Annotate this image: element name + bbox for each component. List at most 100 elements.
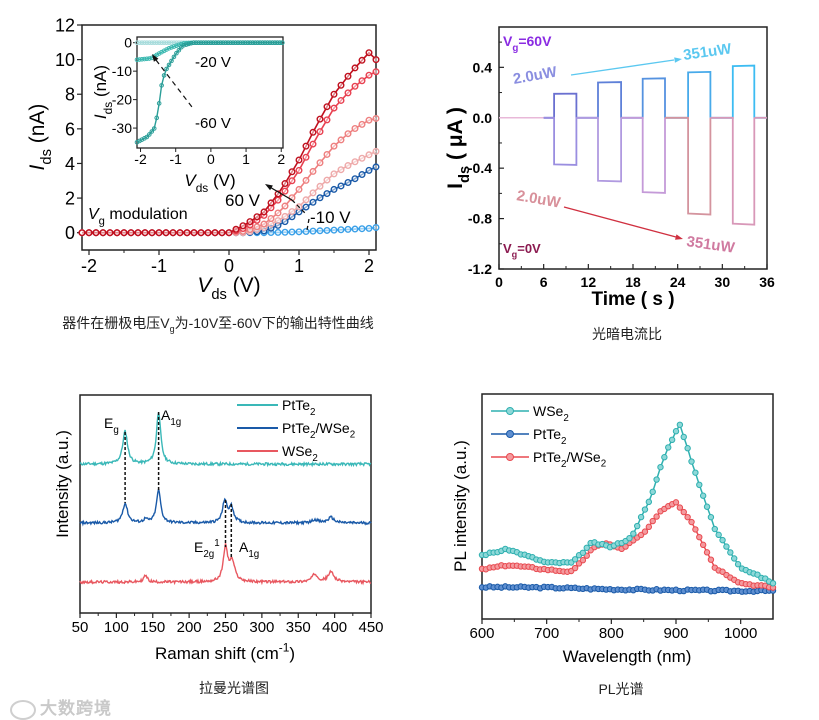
inset-data-point: [154, 115, 160, 121]
data-point-5: [155, 229, 163, 237]
plot-frame: [481, 393, 774, 620]
annotation-vg0-part: V: [503, 241, 512, 256]
data-point-5: [134, 229, 142, 237]
data-point-2: [309, 189, 317, 197]
inset-data-point: [201, 40, 206, 45]
data-point-5: [232, 225, 240, 233]
y-tick-label: -1.2: [468, 261, 492, 277]
inset-data-point: [169, 40, 174, 45]
annotation-eg-part: g: [113, 425, 118, 436]
pulse-0-3: [665, 70, 712, 119]
inset-data-point: [134, 40, 140, 45]
inset-x-axis-label: Vds (V): [184, 171, 235, 195]
data-point-5: [288, 168, 296, 176]
data-point-2: [358, 154, 366, 162]
pl-data-point-2: [703, 549, 711, 556]
data-point-2: [330, 170, 338, 178]
annotation-vg0-part: =0V: [517, 241, 541, 256]
x-tick-label: 0: [495, 274, 503, 290]
data-point-3: [309, 167, 317, 175]
pulse-1-2: [621, 116, 666, 194]
inset-data-point: [198, 40, 204, 45]
inset-data-point: [151, 126, 157, 131]
data-point-1: [302, 203, 310, 211]
inset-data-point: [161, 73, 167, 78]
annotation-e2g-part: 2g: [203, 549, 214, 560]
inset-data-point: [161, 40, 167, 45]
data-point-0: [295, 228, 303, 236]
inset-data-point: [277, 40, 283, 45]
inset-data-point: [257, 40, 263, 45]
x-tick-label: 36: [759, 274, 775, 290]
inset-data-point: [147, 40, 152, 45]
data-point-4: [344, 89, 352, 97]
y-tick-label: 8: [65, 85, 75, 105]
pl-data-point-0: [645, 498, 653, 506]
data-point-1: [351, 175, 359, 183]
pl-data-point-2: [684, 513, 691, 521]
inset-x-axis-label-part: V: [184, 171, 197, 190]
data-point-5: [99, 229, 107, 237]
inset-data-point: [206, 40, 211, 45]
x-tick-label: 800: [599, 625, 624, 642]
inset-data-point: [183, 42, 189, 47]
y-axis-label-part: (nA): [26, 104, 49, 150]
legend-label-0-part: 2: [563, 413, 568, 424]
pl-data-point-0: [641, 506, 649, 513]
data-point-4: [337, 96, 345, 104]
data-point-5: [316, 115, 324, 123]
inset-data-point: [166, 62, 172, 68]
y-axis-label: Intensity (a.u.): [53, 430, 72, 538]
pl-data-point-0: [707, 513, 715, 521]
data-point-3: [330, 142, 338, 150]
data-point-3: [281, 202, 289, 210]
pl-data-point-0: [715, 531, 722, 539]
inset-data-point: [228, 40, 233, 45]
data-point-5: [197, 229, 205, 237]
data-point-0: [288, 228, 296, 236]
inset-data-point: [196, 40, 201, 45]
inset-data-point: [233, 40, 238, 45]
watermark-text: 大数跨境: [40, 699, 112, 718]
inset-data-point: [279, 40, 285, 45]
inset-x-tick-label: -1: [169, 151, 182, 167]
inset-dashed-arrow: [155, 59, 193, 108]
inset-data-point: [139, 56, 145, 62]
inset-x-tick-label: 0: [207, 151, 215, 167]
pl-data-point-2: [696, 533, 703, 541]
inset-y-tick-label: -20: [112, 92, 132, 108]
plot-frame: [498, 26, 768, 270]
data-point-5: [78, 229, 86, 237]
data-point-3: [351, 124, 359, 132]
inset-data-point: [174, 50, 179, 56]
inset-data-point: [166, 40, 172, 45]
pl-data-point-0: [649, 488, 656, 496]
inset-data-point: [238, 40, 243, 45]
inset-data-point: [159, 83, 164, 88]
annotation-a1g-top-part: A: [161, 407, 171, 423]
pl-data-point-2: [645, 523, 653, 531]
inset-y-tick-label: -10: [112, 63, 132, 79]
data-point-0: [344, 225, 352, 233]
y-axis-label-part: ( μA ): [444, 107, 467, 166]
inset-data-point: [272, 40, 278, 45]
pulse-1-1: [576, 116, 622, 183]
legend-label-2-part: 2: [561, 459, 566, 470]
x-tick-label: 450: [358, 619, 383, 636]
inset-data-point: [243, 40, 248, 45]
data-point-5: [337, 81, 345, 89]
data-point-3: [358, 120, 366, 128]
x-tick-label: 900: [663, 625, 688, 642]
data-point-3: [372, 114, 380, 122]
data-point-2: [337, 166, 345, 174]
annotation-a1g-bottom-part: A: [239, 539, 249, 555]
inset-data-point: [240, 40, 246, 45]
data-point-0: [365, 224, 373, 232]
data-point-5: [113, 229, 121, 237]
inset-data-point: [144, 56, 150, 62]
data-point-2: [344, 162, 352, 170]
data-point-5: [92, 229, 100, 237]
inset-data-point: [208, 40, 214, 45]
x-axis-label: Vds (V): [197, 274, 260, 303]
data-point-5: [211, 229, 219, 237]
